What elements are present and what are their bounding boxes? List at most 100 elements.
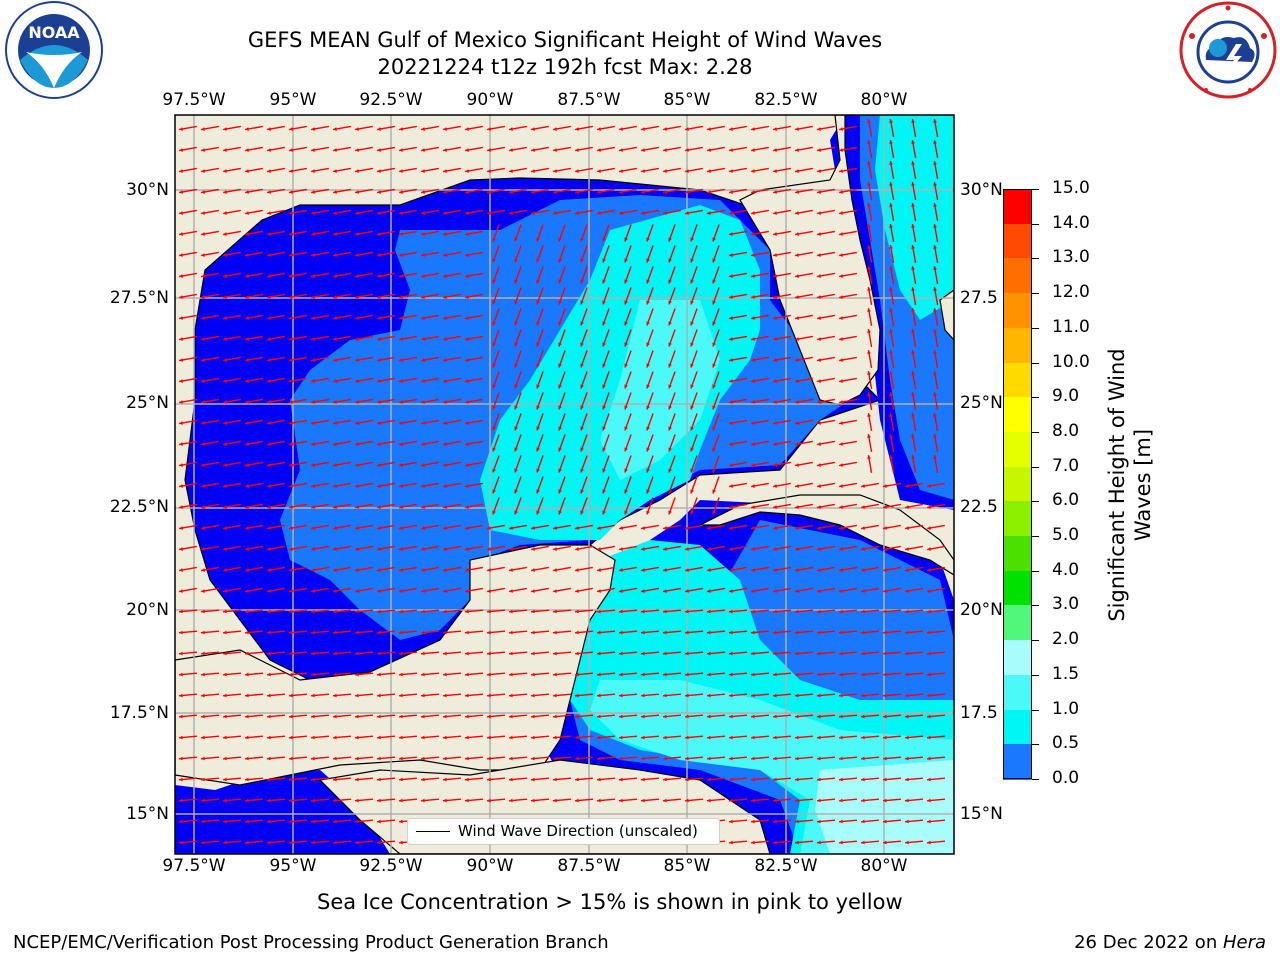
wind-wave-arrow-head [817,463,821,467]
wind-wave-arrow-head [602,258,606,263]
lat-label-right: 30°N [960,180,1003,200]
wind-wave-arrow-head [624,405,628,410]
wind-wave-arrow-head [201,463,205,467]
colorbar-segment [1003,189,1032,225]
legend-label: Wind Wave Direction (unscaled) [458,822,698,840]
wind-wave-arrow-head [602,279,606,284]
wind-wave-arrow-head [795,190,799,194]
colorbar-segment [1003,293,1032,329]
wind-wave-arrow-head [465,211,469,215]
wind-wave-arrow-head [333,589,337,593]
wind-wave-arrow-head [311,651,315,656]
colorbar-tick-mark [1032,744,1039,746]
wind-wave-arrow-head [889,119,893,123]
wind-wave-arrow-head [311,316,315,320]
wind-wave-arrow-head [201,714,205,719]
wind-wave-arrow-head [668,489,672,494]
wind-wave-arrow-head [751,609,755,614]
wind-wave-arrow-head [575,756,579,761]
wind-wave-arrow-head [179,358,183,362]
wind-wave-arrow-head [223,253,227,257]
wind-wave-arrow-head [751,463,755,467]
wind-wave-arrow-head [883,651,887,656]
wind-wave-arrow-head [646,447,650,452]
lon-label-bottom: 85°W [663,856,711,876]
wind-wave-arrow-head [377,735,381,740]
wind-wave-arrow-head [553,547,557,551]
wind-wave-arrow-head [245,840,249,845]
wind-wave-arrow-head [179,463,183,467]
wind-wave-arrow-head [245,463,249,467]
wind-wave-arrow-head [773,232,777,236]
wind-wave-arrow-head [575,651,579,656]
wind-wave-arrow-head [817,798,821,803]
wind-wave-arrow-head [575,672,579,677]
wind-wave-arrow-head [817,693,821,698]
wind-wave-arrow-head [575,190,579,194]
wind-wave-arrow-head [668,300,672,305]
wind-wave-arrow-head [861,484,865,488]
wind-wave-arrow-head [839,274,843,278]
wind-wave-arrow-head [487,756,491,761]
wind-wave-arrow-head [267,547,271,551]
wind-wave-arrow-head [729,798,733,803]
wind-wave-arrow-head [619,127,623,131]
wind-wave-arrow-head [751,526,755,530]
wind-wave-arrow-head [289,484,293,488]
wind-wave-arrow-head [223,421,227,425]
wind-wave-arrow-head [575,714,579,719]
wind-wave-arrow-head [927,693,931,698]
wind-wave-arrow-head [267,526,271,530]
wind-wave-arrow-head [399,169,403,173]
wind-wave-arrow-head [509,148,513,152]
wind-wave-arrow-head [817,589,821,593]
wind-wave-arrow-head [399,484,403,488]
wind-wave-arrow-head [933,413,937,417]
wind-wave-arrow-head [795,630,799,635]
wind-wave-arrow-head [817,526,821,530]
wind-wave-arrow-head [223,714,227,719]
wind-wave-arrow-head [580,384,584,389]
wind-wave-arrow-head [817,714,821,719]
wind-wave-arrow-head [685,127,689,131]
wind-wave-arrow-head [624,447,628,452]
wind-wave-arrow-head [201,735,205,740]
wind-wave-arrow-head [641,526,645,530]
wind-wave-arrow-head [619,651,623,656]
wind-wave-arrow-head [751,672,755,677]
wind-wave-arrow-head [487,190,491,194]
wind-wave-arrow-head [421,190,425,194]
wind-wave-arrow-head [179,609,183,614]
wind-wave-arrow-head [399,609,403,614]
colorbar-tick-mark [1032,605,1039,607]
wind-wave-arrow-head [646,363,650,368]
wind-wave-arrow-head [663,735,667,740]
wind-wave-arrow-head [624,300,628,305]
wind-wave-arrow-head [245,609,249,614]
wind-wave-arrow-head [531,211,535,215]
wind-wave-arrow-head [355,463,359,467]
wind-wave-arrow-head [707,735,711,740]
wind-wave-arrow-head [201,505,205,509]
wind-wave-arrow-head [839,651,843,656]
wind-wave-arrow-head [465,756,469,761]
wind-wave-arrow-head [377,840,381,845]
wind-wave-arrow-head [514,321,518,326]
wind-wave-arrow-head [795,400,799,404]
wind-wave-arrow-head [355,127,359,131]
wind-wave-arrow-head [685,589,689,593]
wind-wave-arrow-head [729,232,733,236]
wind-wave-arrow-head [289,630,293,635]
colorbar-tick-label: 14.0 [1052,212,1090,233]
wind-wave-arrow-head [729,358,733,362]
wind-wave-arrow-head [729,421,733,425]
wind-wave-arrow-head [839,253,843,257]
wind-wave-arrow-head [839,316,843,320]
colorbar-tick-mark [1032,189,1039,190]
wind-wave-arrow-head [597,211,601,215]
wind-wave-arrow-head [333,253,337,257]
wind-wave-arrow-head [514,384,518,389]
wind-wave-arrow-head [289,651,293,656]
wind-wave-arrow-head [646,279,650,284]
wind-wave-arrow-head [514,258,518,263]
